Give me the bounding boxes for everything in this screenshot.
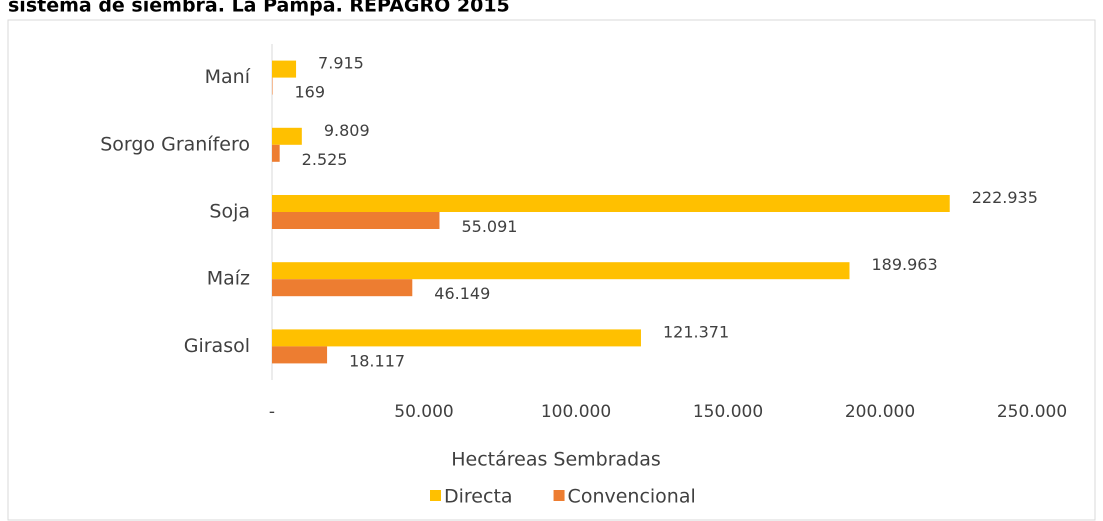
bar: [272, 127, 302, 145]
data-label: 169: [295, 83, 326, 102]
data-label: 189.963: [871, 255, 937, 274]
x-tick-label: 50.000: [394, 402, 453, 422]
bar: [272, 262, 850, 280]
chart-title: sistema de siembra. La Pampa. REPAGRO 20…: [8, 0, 510, 17]
data-label: 46.149: [434, 284, 490, 303]
x-tick-label: 200.000: [845, 402, 915, 422]
x-tick-label: 100.000: [541, 402, 611, 422]
legend-label: Convencional: [568, 486, 696, 508]
y-tick-label: Girasol: [184, 335, 250, 357]
bar: [272, 60, 297, 78]
y-tick-label: Maní: [205, 66, 251, 88]
data-label: 222.935: [972, 188, 1038, 207]
bar: [272, 329, 641, 347]
y-tick-label: Soja: [209, 201, 250, 223]
data-label: 121.371: [663, 322, 729, 341]
y-tick-label: Maíz: [207, 268, 250, 290]
bar: [272, 346, 328, 364]
x-axis-title: Hectáreas Sembradas: [451, 449, 661, 471]
x-tick-label: 250.000: [997, 402, 1067, 422]
bar: [272, 144, 280, 162]
x-tick-label: -: [269, 402, 275, 422]
bar: [272, 279, 413, 297]
legend-label: Directa: [444, 486, 513, 508]
bar: [272, 195, 950, 212]
data-label: 55.091: [461, 217, 517, 236]
legend-swatch: [553, 490, 565, 501]
legend-swatch: [430, 490, 441, 501]
x-tick-label: 150.000: [693, 402, 763, 422]
data-label: 2.525: [302, 150, 348, 169]
data-label: 18.117: [349, 351, 405, 370]
bar: [272, 77, 273, 95]
bar: [272, 212, 440, 229]
y-tick-label: Sorgo Granífero: [100, 133, 250, 155]
data-label: 7.915: [318, 54, 364, 73]
data-label: 9.809: [324, 121, 370, 140]
